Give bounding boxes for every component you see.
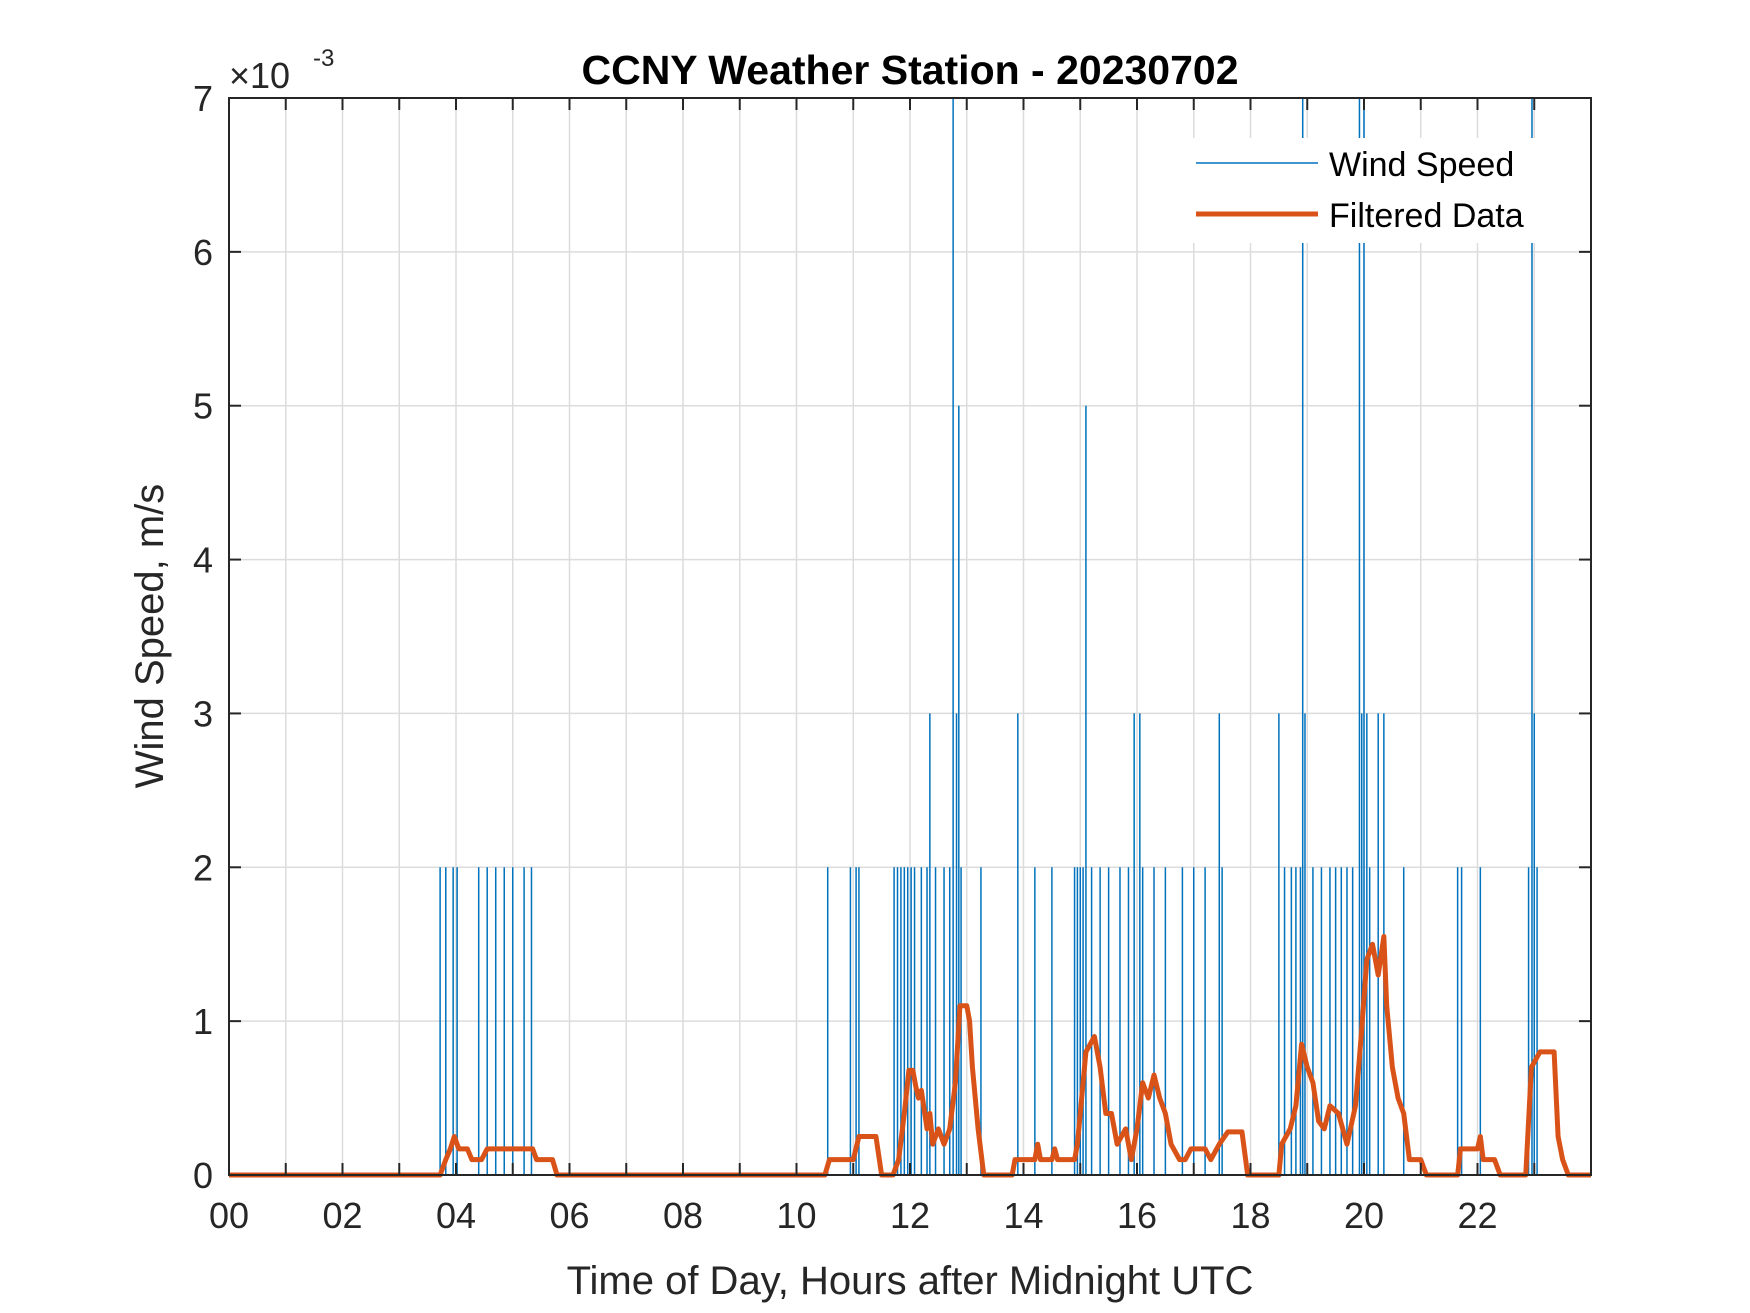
legend: Wind Speed Filtered Data — [1190, 138, 1570, 243]
y-tick-label: 5 — [193, 386, 213, 427]
x-tick-label: 08 — [663, 1195, 703, 1236]
y-tick-label: 6 — [193, 232, 213, 273]
x-tick-label: 20 — [1344, 1195, 1384, 1236]
x-tick-label: 04 — [436, 1195, 476, 1236]
x-tick-label: 10 — [776, 1195, 816, 1236]
legend-label-filtered-data: Filtered Data — [1329, 197, 1524, 235]
chart-title: CCNY Weather Station - 20230702 — [581, 47, 1238, 93]
y-tick-label: 1 — [193, 1001, 213, 1042]
y-tick-label: 3 — [193, 693, 213, 734]
x-tick-label: 14 — [1003, 1195, 1043, 1236]
x-tick-label: 18 — [1230, 1195, 1270, 1236]
legend-box — [1190, 138, 1570, 243]
tick-marks — [228, 97, 1592, 1176]
y-exponent-power: -3 — [313, 45, 334, 72]
x-tick-label: 16 — [1117, 1195, 1157, 1236]
y-exponent-base: ×10 — [229, 55, 290, 96]
y-tick-label: 0 — [193, 1155, 213, 1196]
x-axis-label: Time of Day, Hours after Midnight UTC — [567, 1259, 1254, 1303]
y-axis-label: Wind Speed, m/s — [128, 484, 172, 789]
y-tick-label: 2 — [193, 847, 213, 888]
x-tick-label: 02 — [322, 1195, 362, 1236]
legend-label-wind-speed: Wind Speed — [1329, 146, 1514, 184]
x-tick-label: 22 — [1457, 1195, 1497, 1236]
y-tick-label: 7 — [193, 78, 213, 119]
x-tick-label: 12 — [890, 1195, 930, 1236]
y-axis-exponent: ×10 -3 — [229, 45, 334, 96]
x-tick-label: 00 — [209, 1195, 249, 1236]
x-tick-label: 06 — [549, 1195, 589, 1236]
y-tick-label: 4 — [193, 540, 213, 581]
